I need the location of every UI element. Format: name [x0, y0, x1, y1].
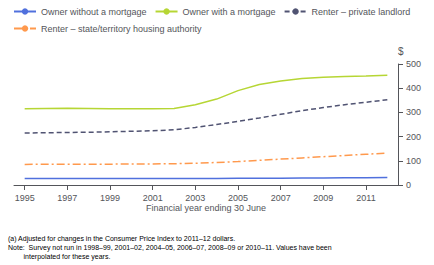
svg-text:300: 300 — [406, 107, 421, 117]
svg-text:Owner without a mortgage: Owner without a mortgage — [41, 7, 147, 17]
svg-text:Note: Survey not run in 1998–: Note: Survey not run in 1998–99, 2001–02… — [8, 244, 332, 252]
svg-text:1995: 1995 — [15, 193, 35, 203]
svg-text:100: 100 — [406, 156, 421, 166]
svg-text:2005: 2005 — [228, 193, 248, 203]
svg-text:(a) Adjusted for changes in th: (a) Adjusted for changes in the Consumer… — [8, 235, 235, 243]
svg-text:$: $ — [398, 46, 404, 57]
svg-text:1997: 1997 — [57, 193, 77, 203]
svg-text:interpolated for these years.: interpolated for these years. — [8, 253, 110, 261]
svg-text:2011: 2011 — [356, 193, 375, 203]
svg-text:500: 500 — [406, 59, 421, 69]
svg-text:400: 400 — [406, 83, 421, 93]
svg-text:2001: 2001 — [143, 193, 163, 203]
svg-text:Financial year ending 30 June: Financial year ending 30 June — [146, 203, 266, 213]
svg-text:Renter – state/territory housi: Renter – state/territory housing authori… — [41, 24, 202, 34]
svg-text:Owner with a mortgage: Owner with a mortgage — [183, 7, 276, 17]
svg-text:Renter – private landlord: Renter – private landlord — [312, 7, 411, 17]
svg-text:1999: 1999 — [100, 193, 120, 203]
svg-text:0: 0 — [406, 180, 411, 190]
svg-text:2007: 2007 — [271, 193, 291, 203]
svg-text:2003: 2003 — [185, 193, 205, 203]
svg-text:200: 200 — [406, 132, 421, 142]
svg-text:2009: 2009 — [313, 193, 333, 203]
